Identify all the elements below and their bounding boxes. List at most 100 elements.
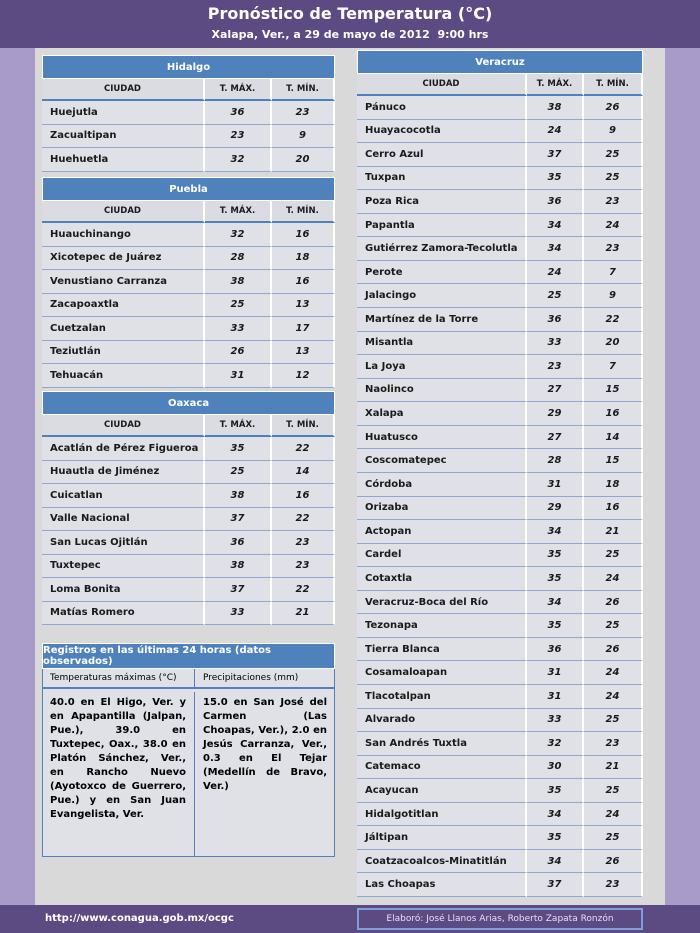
temp-cell: 24 (527, 119, 584, 144)
city-cell: Córdoba (357, 472, 527, 497)
city-cell: Coscomatepec (357, 449, 527, 473)
city-cell: San Lucas Ojitlán (42, 531, 205, 555)
city-cell: Catemaco (357, 755, 527, 780)
column-header: T. MÁX. (205, 79, 272, 101)
section-header: Hidalgo (42, 55, 335, 79)
column-header: T. MÁX. (527, 74, 584, 96)
temp-cell: 20 (584, 331, 643, 356)
temp-cell: 35 (527, 826, 584, 850)
temp-cell: 36 (527, 637, 584, 662)
temp-cell: 13 (272, 293, 335, 317)
city-cell: Acatlán de Pérez Figueroa (42, 437, 205, 461)
column-header: CIUDAD (42, 415, 205, 437)
temp-cell: 26 (584, 849, 643, 874)
observed-col: Precipitaciones (mm) (195, 669, 335, 689)
temp-cell: 9 (272, 124, 335, 148)
temp-cell: 34 (527, 849, 584, 874)
temp-cell: 25 (205, 460, 272, 484)
temp-cell: 17 (272, 317, 335, 341)
temp-cell: 25 (584, 543, 643, 568)
city-cell: Venustiano Carranza (42, 270, 205, 294)
temp-cell: 32 (527, 732, 584, 756)
city-cell: Loma Bonita (42, 578, 205, 602)
city-cell: Jáltipan (357, 826, 527, 850)
temp-cell: 33 (205, 317, 272, 341)
temp-cell: 29 (527, 402, 584, 426)
city-cell: Huejutla (42, 101, 205, 125)
temp-cell: 14 (584, 425, 643, 450)
temp-cell: 32 (205, 148, 272, 172)
city-cell: Martínez de la Torre (357, 308, 527, 332)
observed-box (42, 643, 335, 857)
city-cell: Cardel (357, 543, 527, 568)
temp-cell: 31 (527, 472, 584, 497)
city-cell: La Joya (357, 355, 527, 379)
footer-credit: Elaboró: José Llanos Arias, Roberto Zapa… (357, 908, 643, 930)
city-cell: Papantla (357, 213, 527, 238)
temp-cell: 25 (527, 284, 584, 309)
header-band (0, 0, 700, 48)
city-cell: Cotaxtla (357, 567, 527, 591)
temp-cell: 23 (584, 190, 643, 214)
temp-cell: 25 (584, 614, 643, 638)
subtitle: Xalapa, Ver., a 29 de mayo de 2012 9:00 … (211, 28, 489, 41)
temp-cell: 16 (272, 484, 335, 508)
city-cell: Tezonapa (357, 614, 527, 638)
column-header: T. MÍN. (272, 201, 335, 223)
column-header: T. MÍN. (272, 79, 335, 101)
city-cell: Cerro Azul (357, 143, 527, 167)
temp-cell: 16 (584, 402, 643, 426)
temp-cell: 7 (584, 355, 643, 379)
observed-text: 15.0 en San José del Carmen (Las Choapas… (203, 697, 327, 792)
temp-cell: 34 (527, 213, 584, 238)
temp-cell: 31 (527, 685, 584, 709)
temp-cell: 23 (205, 124, 272, 148)
temp-cell: 35 (527, 779, 584, 803)
temp-cell: 18 (272, 246, 335, 270)
temp-cell: 21 (272, 601, 335, 625)
temp-cell: 24 (584, 802, 643, 827)
column-header: CIUDAD (357, 74, 527, 96)
city-cell: Tuxpan (357, 166, 527, 191)
city-cell: Huauchinango (42, 223, 205, 247)
temp-cell: 33 (527, 331, 584, 356)
temp-cell: 34 (527, 237, 584, 261)
city-cell: Huehuetla (42, 148, 205, 172)
temp-cell: 36 (205, 101, 272, 125)
temp-cell: 38 (205, 554, 272, 578)
temp-cell: 15 (584, 378, 643, 403)
temp-cell: 35 (205, 437, 272, 461)
temp-cell: 27 (527, 425, 584, 450)
city-cell: Huayacocotla (357, 119, 527, 144)
temp-cell: 23 (527, 355, 584, 379)
temp-cell: 25 (584, 826, 643, 850)
column-header: T. MÁX. (205, 201, 272, 223)
temp-cell: 25 (584, 779, 643, 803)
temp-cell: 25 (584, 143, 643, 167)
city-cell: Zacapoaxtla (42, 293, 205, 317)
temp-cell: 26 (584, 96, 643, 120)
city-cell: Cuicatlan (42, 484, 205, 508)
temp-cell: 23 (584, 237, 643, 261)
observed-title: Registros en las últimas 24 horas (datos… (42, 643, 335, 669)
temp-cell: 28 (527, 449, 584, 473)
city-cell: Xicotepec de Juárez (42, 246, 205, 270)
temp-cell: 31 (205, 364, 272, 388)
city-cell: Tehuacán (42, 364, 205, 388)
city-cell: Naolinco (357, 378, 527, 403)
city-cell: Tuxtepec (42, 554, 205, 578)
temp-cell: 21 (584, 520, 643, 544)
section-header: Puebla (42, 177, 335, 201)
temp-cell: 31 (527, 661, 584, 685)
temp-cell: 24 (584, 661, 643, 685)
city-cell: Coatzacoalcos-Minatitlán (357, 849, 527, 874)
temp-cell: 24 (584, 567, 643, 591)
temp-cell: 38 (205, 270, 272, 294)
city-cell: Acayucan (357, 779, 527, 803)
city-cell: Orizaba (357, 496, 527, 521)
temp-cell: 24 (584, 685, 643, 709)
city-cell: Huatusco (357, 425, 527, 450)
temp-cell: 38 (205, 484, 272, 508)
column-header: CIUDAD (42, 79, 205, 101)
temp-cell: 9 (584, 119, 643, 144)
